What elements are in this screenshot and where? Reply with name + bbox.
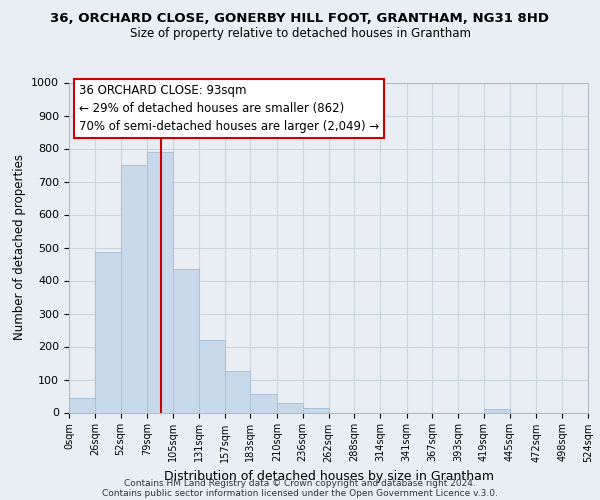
Bar <box>173 269 199 412</box>
Text: 36 ORCHARD CLOSE: 93sqm
← 29% of detached houses are smaller (862)
70% of semi-d: 36 ORCHARD CLOSE: 93sqm ← 29% of detache… <box>79 84 379 133</box>
Text: Contains public sector information licensed under the Open Government Licence v.: Contains public sector information licen… <box>102 488 498 498</box>
Bar <box>95 252 121 412</box>
Y-axis label: Number of detached properties: Number of detached properties <box>13 154 26 340</box>
Bar <box>199 340 224 412</box>
Bar <box>277 404 303 412</box>
Text: 36, ORCHARD CLOSE, GONERBY HILL FOOT, GRANTHAM, NG31 8HD: 36, ORCHARD CLOSE, GONERBY HILL FOOT, GR… <box>50 12 550 26</box>
X-axis label: Distribution of detached houses by size in Grantham: Distribution of detached houses by size … <box>163 470 493 483</box>
Bar <box>484 409 510 412</box>
Bar <box>147 152 173 412</box>
Bar <box>250 394 277 412</box>
Bar <box>303 408 329 412</box>
Bar <box>69 398 95 412</box>
Bar <box>121 165 147 412</box>
Text: Size of property relative to detached houses in Grantham: Size of property relative to detached ho… <box>130 28 470 40</box>
Bar <box>224 371 250 412</box>
Text: Contains HM Land Registry data © Crown copyright and database right 2024.: Contains HM Land Registry data © Crown c… <box>124 478 476 488</box>
